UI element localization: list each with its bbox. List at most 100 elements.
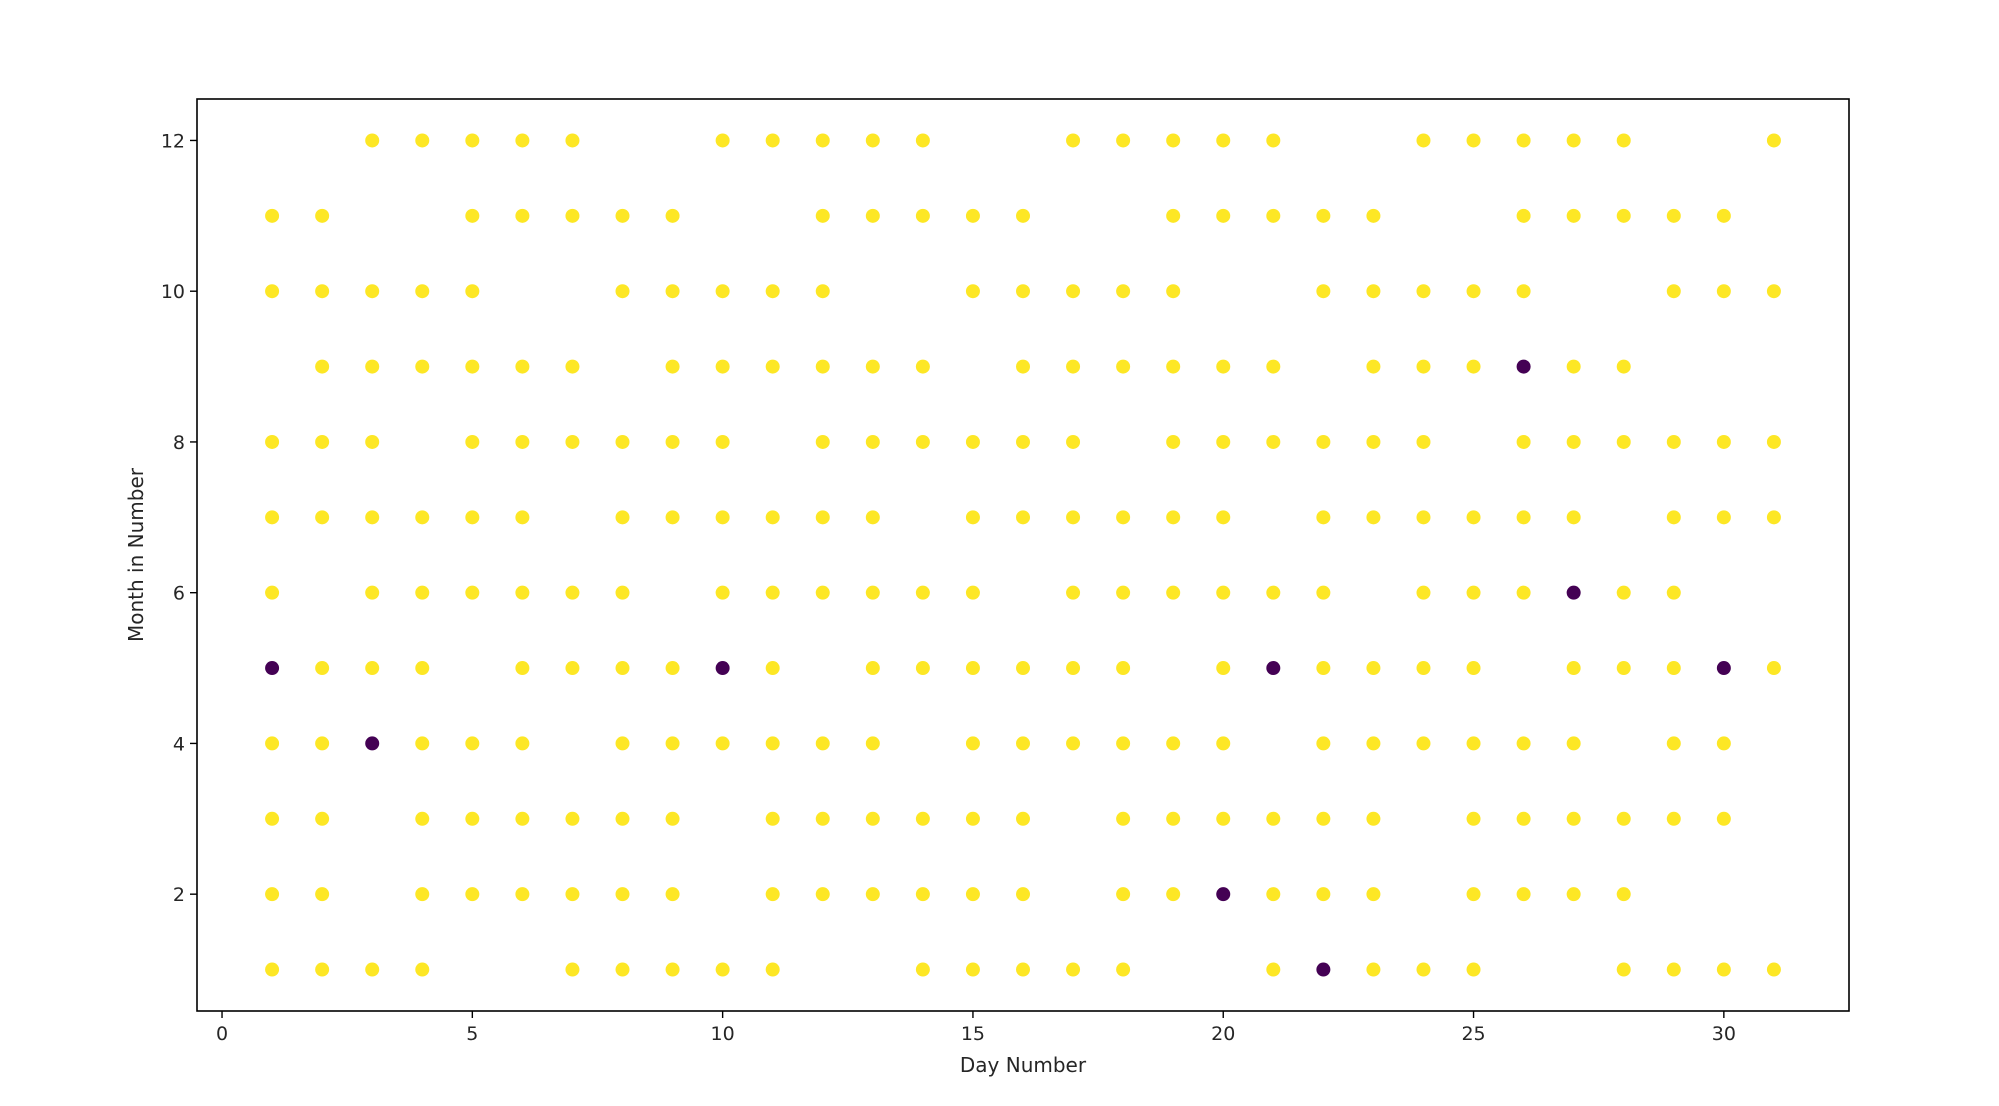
data-point [1766,133,1781,148]
data-point [865,811,880,826]
data-point [865,736,880,751]
data-point [465,736,480,751]
data-point [1516,585,1531,600]
data-point [1016,887,1030,902]
data-point [1516,887,1531,902]
data-point [1466,811,1481,826]
data-point [1516,133,1531,148]
data-point [665,208,680,223]
data-point [515,208,530,223]
data-point [565,208,580,223]
data-point [1666,284,1681,299]
data-point [1466,736,1481,751]
data-point [515,585,530,600]
data-point [1366,284,1381,299]
data-point [1166,284,1181,299]
data-point [715,661,730,676]
data-point [1366,434,1381,449]
data-point [965,208,980,223]
data-point [765,811,780,826]
data-point [715,736,730,751]
data-point [1316,434,1331,449]
data-point [515,887,530,902]
y-tick-label: 12 [161,130,185,152]
data-point [1566,208,1581,223]
data-point [1066,284,1081,299]
data-point [1666,661,1681,676]
data-point [665,284,680,299]
data-point [1666,208,1681,223]
data-point [565,811,580,826]
data-point [365,661,380,676]
data-point [565,887,580,902]
data-point [1416,284,1431,299]
data-point [1716,208,1731,223]
data-point [865,510,880,525]
x-axis-ticks: 0 5 10 15 20 25 30 [216,1011,1736,1045]
data-point [1616,133,1631,148]
data-point [1566,434,1581,449]
data-point [1516,359,1531,374]
data-point [315,736,330,751]
data-point [515,359,530,374]
data-point [315,208,330,223]
data-point [965,736,980,751]
data-point [1566,359,1581,374]
data-point [1316,510,1331,525]
data-point [415,510,430,525]
data-point [1616,811,1631,826]
data-point [1216,736,1231,751]
data-point [415,962,430,977]
data-point [815,736,830,751]
data-point [665,434,680,449]
data-point [565,359,580,374]
data-point [965,284,980,299]
data-point [1766,434,1781,449]
data-point [1716,284,1731,299]
data-point [1366,510,1381,525]
data-point [1316,811,1331,826]
data-point [815,359,830,374]
data-point [1416,510,1431,525]
data-point [1416,661,1431,676]
data-point [1316,887,1331,902]
data-point [1516,736,1531,751]
data-point [1166,736,1181,751]
data-point [265,208,280,223]
data-point [715,585,730,600]
data-point [265,736,280,751]
data-point [1016,510,1030,525]
data-point [365,510,380,525]
data-point [815,811,830,826]
data-point [315,510,330,525]
data-point [365,434,380,449]
data-point [365,962,380,977]
data-point [715,359,730,374]
data-point [1216,585,1231,600]
data-point [615,661,630,676]
data-point [815,434,830,449]
data-point [1016,962,1030,977]
data-point [1466,133,1481,148]
data-point [1116,811,1131,826]
data-point [1566,585,1581,600]
data-point [1116,510,1131,525]
data-point [1266,962,1281,977]
data-point [1466,284,1481,299]
data-point [1416,585,1431,600]
data-point [1466,585,1481,600]
data-point [1266,359,1281,374]
data-point [265,661,280,676]
data-point [615,887,630,902]
data-point [515,434,530,449]
data-point [915,585,930,600]
data-point [1016,811,1030,826]
data-point [715,510,730,525]
data-point [1416,962,1431,977]
data-point [415,887,430,902]
data-point [1216,208,1231,223]
data-point [465,359,480,374]
data-point [815,887,830,902]
